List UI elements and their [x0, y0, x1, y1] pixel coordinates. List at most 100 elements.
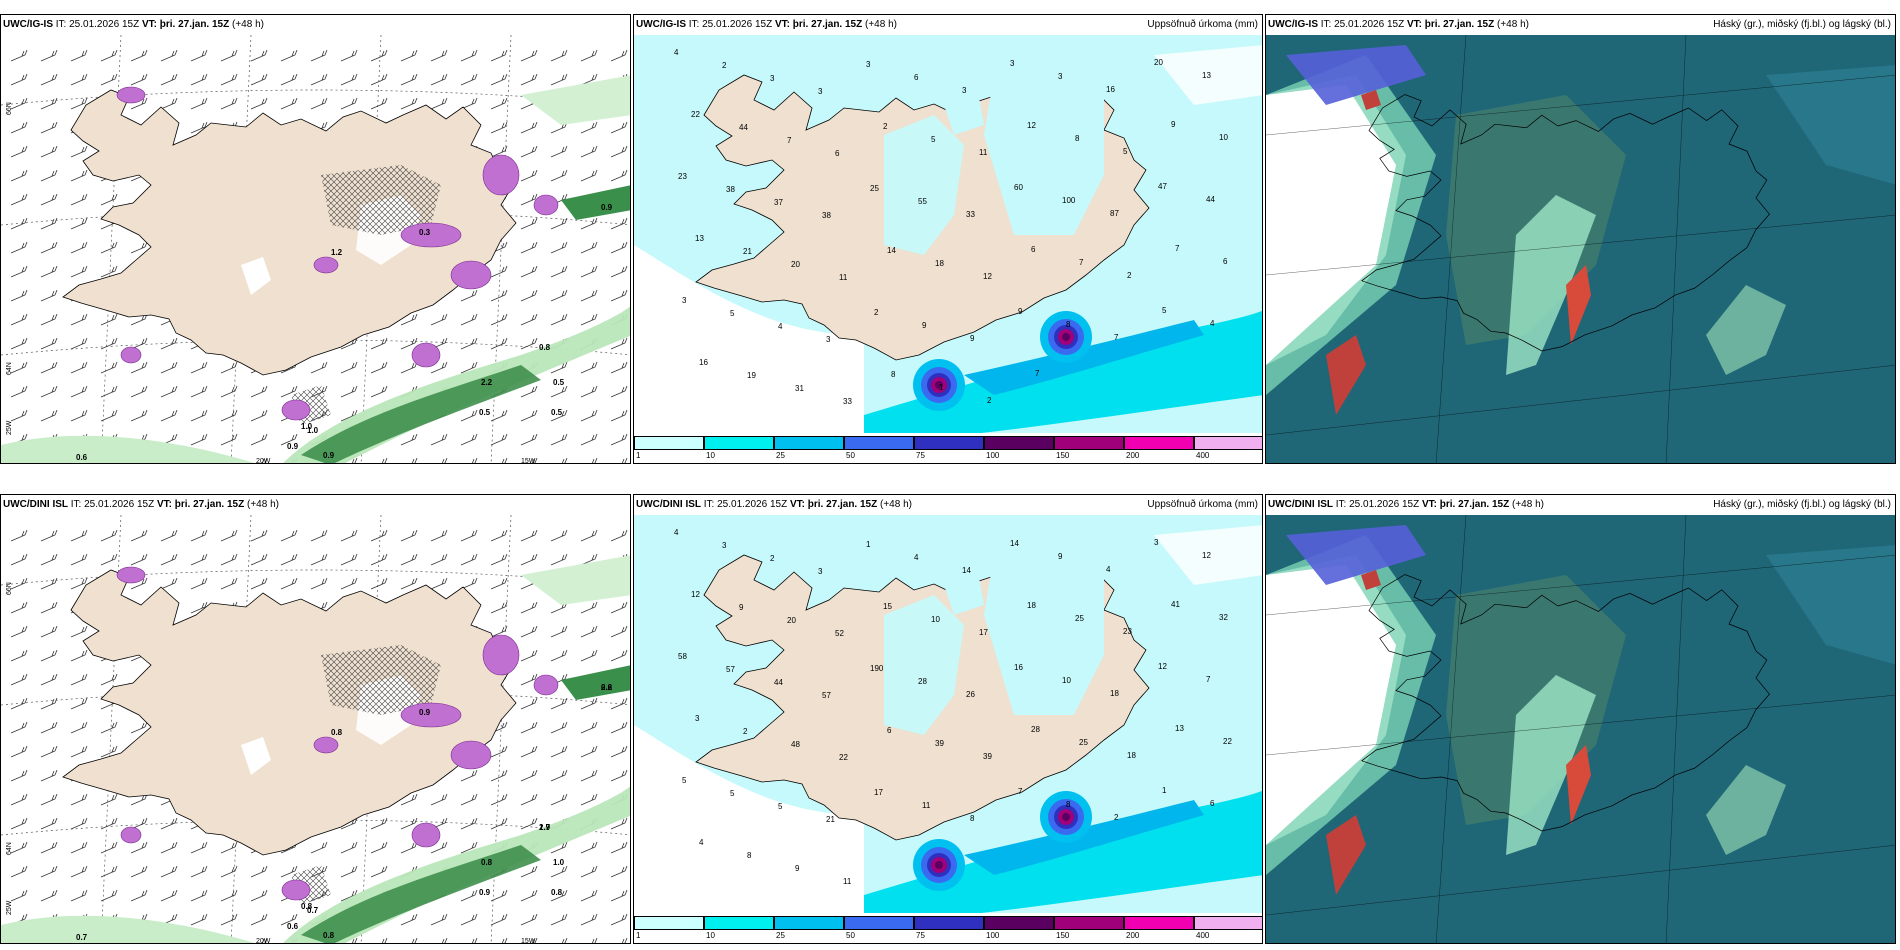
precip-value: 0.6 [287, 922, 299, 931]
accum-precip-value: 2 [743, 727, 748, 736]
accum-precip-value: 7 [1018, 787, 1023, 796]
colorbar-segment [1124, 436, 1194, 450]
lead-time: (+48 h) [1512, 499, 1544, 510]
accum-precip-value: 9 [739, 603, 744, 612]
accum-precip-value: 6 [1210, 799, 1215, 808]
accum-precip-value: 3 [1154, 538, 1159, 547]
precip-value: 0.9 [287, 442, 299, 451]
init-time: IT: 25.01.2026 15Z [55, 19, 140, 30]
accum-precip-value: 21 [743, 247, 752, 256]
accum-precip-value: 7 [787, 136, 792, 145]
accum-precip-value: 37 [774, 198, 783, 207]
accum-precip-value: 14 [887, 246, 896, 255]
accum-precip-value: 9 [1058, 552, 1063, 561]
accum-precip-value: 12 [1158, 662, 1167, 671]
map-accum-precip[interactable]: 4 2 3 3 3 6 3 3 3 16 20 13 22 44 7 6 2 5 11 12 8 5 9 10 23 38 37 38… [634, 35, 1262, 435]
model-name: UWC/DINI ISL [1268, 499, 1333, 510]
accum-precip-value: 13 [1175, 724, 1184, 733]
accum-precip-value: 4 [1106, 565, 1111, 574]
panel-precip-wind-row2: UWC/DINI ISL IT: 25.01.2026 15Z VT: þri.… [0, 494, 631, 944]
map-accum-precip[interactable]: 4 3 2 3 1 4 14 14 9 4 3 12 12 9 20 52 15 10 17 18 25 23 41 32 58… [634, 515, 1262, 915]
lead-time: (+48 h) [1497, 19, 1529, 30]
accum-precip-value: 10 [931, 615, 940, 624]
accum-precip-value: 33 [966, 210, 975, 219]
map-precip-type[interactable]: 2.2 2.7 1.0 0.9 0.8 0.8 0.7 0.8 0.6 0.7 0.8 0.9 0.8 0… [1, 515, 630, 944]
colorbar-segment [704, 436, 774, 450]
accum-precip-value: 3 [1058, 72, 1063, 81]
latitude-label: 66N [6, 582, 13, 595]
colorbar-segment [1054, 916, 1124, 930]
panel-precip-wind-row1: UWC/IG-IS IT: 25.01.2026 15Z VT: þri. 27… [0, 14, 631, 464]
colorbar-segment [634, 916, 704, 930]
colorbar-tick-label: 10 [706, 451, 715, 460]
colorbar-segment [1124, 916, 1194, 930]
valid-time: VT: þri. 27.jan. 15Z [1421, 499, 1510, 510]
accum-precip-value: 47 [1158, 182, 1167, 191]
map-precip-type[interactable]: 0.9 0.8 0.5 0.5 0.5 2.2 1.0 0.9 0.9 0.6 1.0 0.3 1.2 6… [1, 35, 630, 463]
accum-precip-value: 38 [822, 211, 831, 220]
accum-precip-value: 20 [1154, 58, 1163, 67]
colorbar-tick-label: 100 [986, 451, 1000, 460]
accum-precip-value: 26 [966, 690, 975, 699]
colorbar-tick-label: 400 [1196, 931, 1210, 940]
longitude-label: 15W [521, 938, 536, 944]
accum-precip-value: 3 [818, 87, 823, 96]
latitude-label: 25W [6, 420, 13, 435]
precip-value: 0.8 [551, 888, 563, 897]
accum-precip-value: 4 [674, 48, 679, 57]
accum-precip-value: 6 [887, 726, 892, 735]
colorbar-tick-label: 25 [776, 451, 785, 460]
accum-precip-value: 8 [1066, 320, 1071, 329]
accum-precip-value: 6 [1031, 245, 1036, 254]
accum-precip-value: 57 [822, 691, 831, 700]
accum-precip-value: 14 [1010, 539, 1019, 548]
accum-precip-value: 44 [1206, 195, 1215, 204]
valid-time: VT: þri. 27.jan. 15Z [774, 19, 863, 30]
accum-precip-value: 16 [1106, 85, 1115, 94]
accum-precip-value: 8 [747, 851, 752, 860]
accum-precip-value: 4 [674, 528, 679, 537]
accum-precip-value: 15 [883, 602, 892, 611]
colorbar-segment [1194, 436, 1262, 450]
accum-precip-value: 57 [726, 665, 735, 674]
init-time: IT: 25.01.2026 15Z [703, 499, 788, 510]
panel-title: UWC/IG-IS IT: 25.01.2026 15Z VT: þri. 27… [634, 15, 1262, 35]
colorbar-segment [1054, 436, 1124, 450]
precip-value: 0.8 [481, 858, 493, 867]
init-time: IT: 25.01.2026 15Z [688, 19, 773, 30]
colorbar-tick-label: 200 [1126, 451, 1140, 460]
accum-precip-value: 39 [935, 739, 944, 748]
accum-precip-value: 10 [1062, 676, 1071, 685]
accum-precip-value: 4 [1210, 319, 1215, 328]
accum-precip-value: 22 [839, 753, 848, 762]
precip-value: 1.2 [331, 248, 343, 257]
panel-subtitle: Uppsöfnuð úrkoma (mm) [1147, 19, 1258, 30]
accum-precip-value: 23 [678, 172, 687, 181]
accum-precip-value: 52 [835, 629, 844, 638]
accum-precip-value: 6 [914, 73, 919, 82]
map-cloud-cover[interactable] [1266, 515, 1895, 943]
lead-time: (+48 h) [232, 19, 264, 30]
accum-precip-value: 20 [791, 260, 800, 269]
latitude-label: 66N [6, 102, 13, 115]
precip-value: 2.2 [601, 683, 613, 692]
colorbar: 1 10 25 50 75 100 150 200 400 [634, 433, 1262, 463]
latitude-label: 64N [6, 842, 13, 855]
accum-precip-value: 8 [1075, 134, 1080, 143]
accum-precip-value: 8 [891, 370, 896, 379]
accum-precip-value: 48 [791, 740, 800, 749]
colorbar-segment [774, 436, 844, 450]
accum-precip-value: 3 [1010, 59, 1015, 68]
colorbar-segment [704, 916, 774, 930]
accum-precip-value: 19 [747, 371, 756, 380]
accum-precip-value: 9 [795, 864, 800, 873]
map-cloud-cover[interactable] [1266, 35, 1895, 463]
accum-precip-value: 6 [835, 149, 840, 158]
accum-precip-value: 3 [770, 74, 775, 83]
colorbar-segment [914, 916, 984, 930]
colorbar-segment [774, 916, 844, 930]
colorbar-segment [914, 436, 984, 450]
accum-precip-value: 87 [1110, 209, 1119, 218]
accum-precip-value: 3 [866, 60, 871, 69]
colorbar-segment [844, 916, 914, 930]
